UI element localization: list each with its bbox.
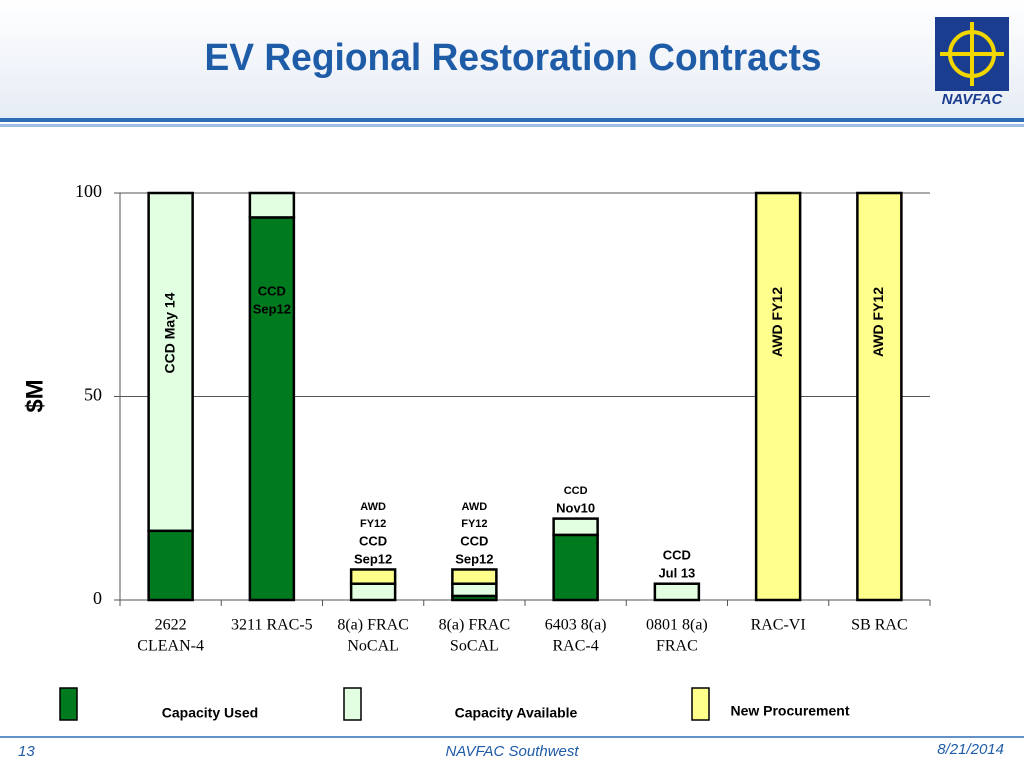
x-tick-label: 2622 (155, 617, 187, 634)
annotation: CCD (359, 533, 387, 548)
x-tick-label: RAC-VI (751, 617, 806, 634)
page-number: 13 (18, 743, 35, 760)
legend-swatch (691, 687, 710, 721)
annotation: CCD (460, 533, 488, 548)
bar-segment (653, 582, 701, 602)
y-tick-label: 100 (75, 181, 102, 201)
bar-segment (349, 568, 397, 585)
annotation: AWD (462, 501, 488, 513)
annotation: CCD (258, 283, 286, 298)
bar-segment (754, 191, 802, 602)
x-tick-label: 8(a) FRAC (439, 617, 511, 634)
logo: NAVFAC (935, 17, 1009, 108)
y-tick-label: 0 (93, 588, 102, 608)
logo-text: NAVFAC (942, 91, 1004, 108)
x-tick-label: FRAC (656, 638, 698, 655)
annotation: Jul 13 (658, 565, 695, 580)
annotation: CCD May 14 (161, 292, 177, 373)
annotation: FY12 (360, 518, 386, 530)
x-tick-label: 6403 8(a) (545, 617, 607, 634)
x-tick-label: RAC-4 (553, 638, 599, 655)
bar-segment (349, 582, 397, 602)
header-rule (0, 124, 1024, 127)
annotation: CCD (663, 547, 691, 562)
footer-org: NAVFAC Southwest (445, 743, 579, 760)
annotation: FY12 (461, 518, 487, 530)
x-tick-label: NoCAL (347, 638, 399, 655)
bar-segment (552, 533, 599, 602)
bar-segment (856, 191, 903, 602)
x-tick-label: 0801 8(a) (646, 617, 708, 634)
annotation: AWD (360, 501, 386, 513)
bar-segment (147, 529, 194, 602)
legend-label: New Procurement (730, 703, 849, 719)
bar-segment (147, 191, 194, 533)
bar-segment (552, 517, 599, 537)
x-tick-label: 3211 RAC-5 (231, 617, 313, 634)
slide-title: EV Regional Restoration Contracts (205, 37, 822, 79)
annotation: AWD FY12 (870, 287, 886, 357)
annotation: CCD (564, 485, 588, 497)
legend-swatch (59, 687, 78, 721)
footer-date: 8/21/2014 (937, 741, 1004, 758)
x-tick-label: CLEAN-4 (137, 638, 204, 655)
bar-segment (248, 216, 296, 602)
x-tick-label: SoCAL (450, 638, 499, 655)
bar-segment (451, 582, 498, 598)
header-rule (0, 118, 1024, 122)
annotation: Sep12 (455, 551, 493, 566)
annotation: AWD FY12 (769, 287, 785, 357)
x-tick-label: SB RAC (851, 617, 907, 634)
x-tick-label: 8(a) FRAC (337, 617, 409, 634)
legend-label: Capacity Used (162, 705, 258, 721)
legend-swatch (343, 687, 362, 721)
bar-segment (451, 568, 498, 585)
header-bg (0, 0, 1024, 118)
bar-segment (248, 191, 296, 219)
y-axis-label: $M (21, 379, 48, 412)
annotation: Sep12 (354, 551, 392, 566)
annotation: Sep12 (253, 301, 291, 316)
legend-label: Capacity Available (455, 705, 578, 721)
y-tick-label: 50 (84, 385, 102, 405)
annotation: Nov10 (556, 500, 595, 515)
